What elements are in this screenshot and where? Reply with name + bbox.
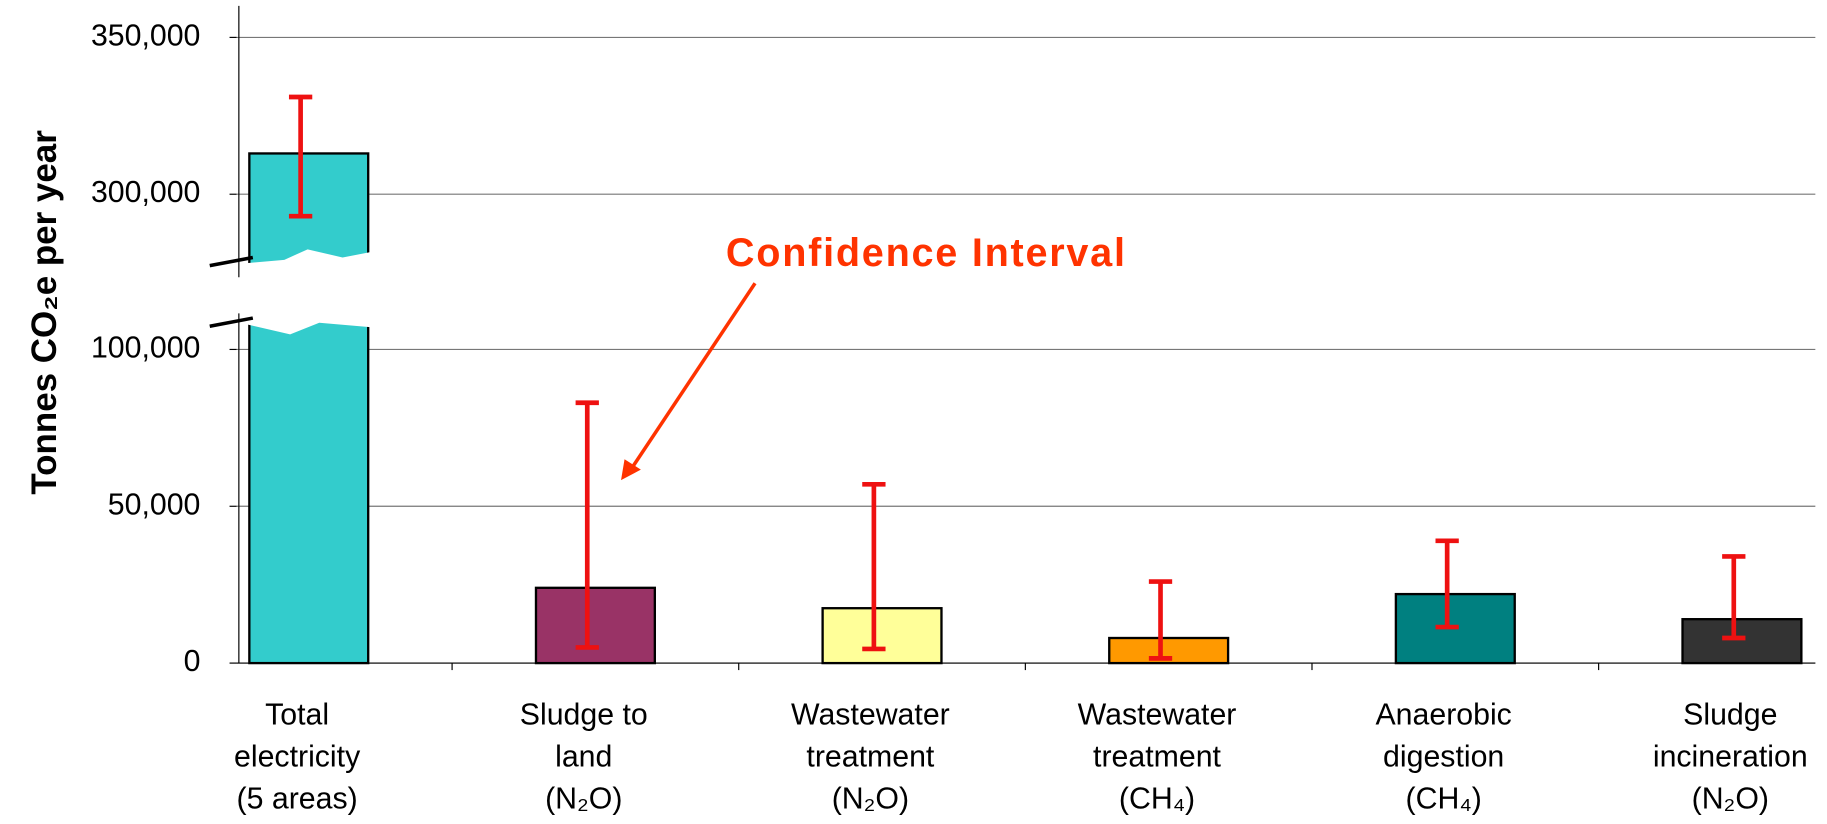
y-tick-label: 300,000 (91, 176, 200, 209)
bar (534, 586, 656, 665)
y-tick-label: 100,000 (91, 331, 200, 364)
x-tick-label: electricity (234, 741, 361, 774)
y-tick-label: 50,000 (108, 488, 201, 521)
x-tick-label: treatment (806, 741, 934, 774)
y-tick-label: 0 (184, 645, 201, 678)
x-tick-label: incineration (1653, 741, 1808, 774)
x-tick-label: (N₂O) (1692, 783, 1769, 816)
bar (248, 316, 370, 665)
x-tick-label: treatment (1093, 741, 1221, 774)
bar (1108, 636, 1230, 665)
x-tick-label: Anaerobic (1375, 699, 1511, 732)
plot: 0 50,000 100,000 300,000 350,000 Total electri… (91, 5, 1816, 816)
x-tick-label: Total (265, 699, 329, 732)
x-tick-label: Sludge to (520, 699, 648, 732)
annotation: Confidence Interval (726, 231, 1127, 275)
x-tick-label: Wastewater (791, 699, 950, 732)
x-tick-label: Sludge (1683, 699, 1777, 732)
annotation-arrow (630, 282, 757, 470)
x-tick-label: (CH₄) (1406, 783, 1482, 816)
y-axis-label: Tonnes CO₂e per year (25, 130, 64, 495)
break-mark (209, 255, 254, 268)
bar (821, 607, 943, 665)
x-tick-label: Wastewater (1078, 699, 1237, 732)
annotation-arrowhead (621, 459, 641, 481)
bar (1681, 618, 1803, 665)
x-tick-label: land (555, 741, 612, 774)
axis-break (244, 249, 373, 335)
x-tick-label: (CH₄) (1119, 783, 1195, 816)
break-mark (209, 316, 254, 328)
x-tick-label: digestion (1383, 741, 1504, 774)
x-tick-label: (N₂O) (545, 783, 622, 816)
y-tick-label: 350,000 (91, 19, 200, 52)
x-tick-label: (5 areas) (237, 783, 358, 816)
x-tick-label: (N₂O) (832, 783, 909, 816)
